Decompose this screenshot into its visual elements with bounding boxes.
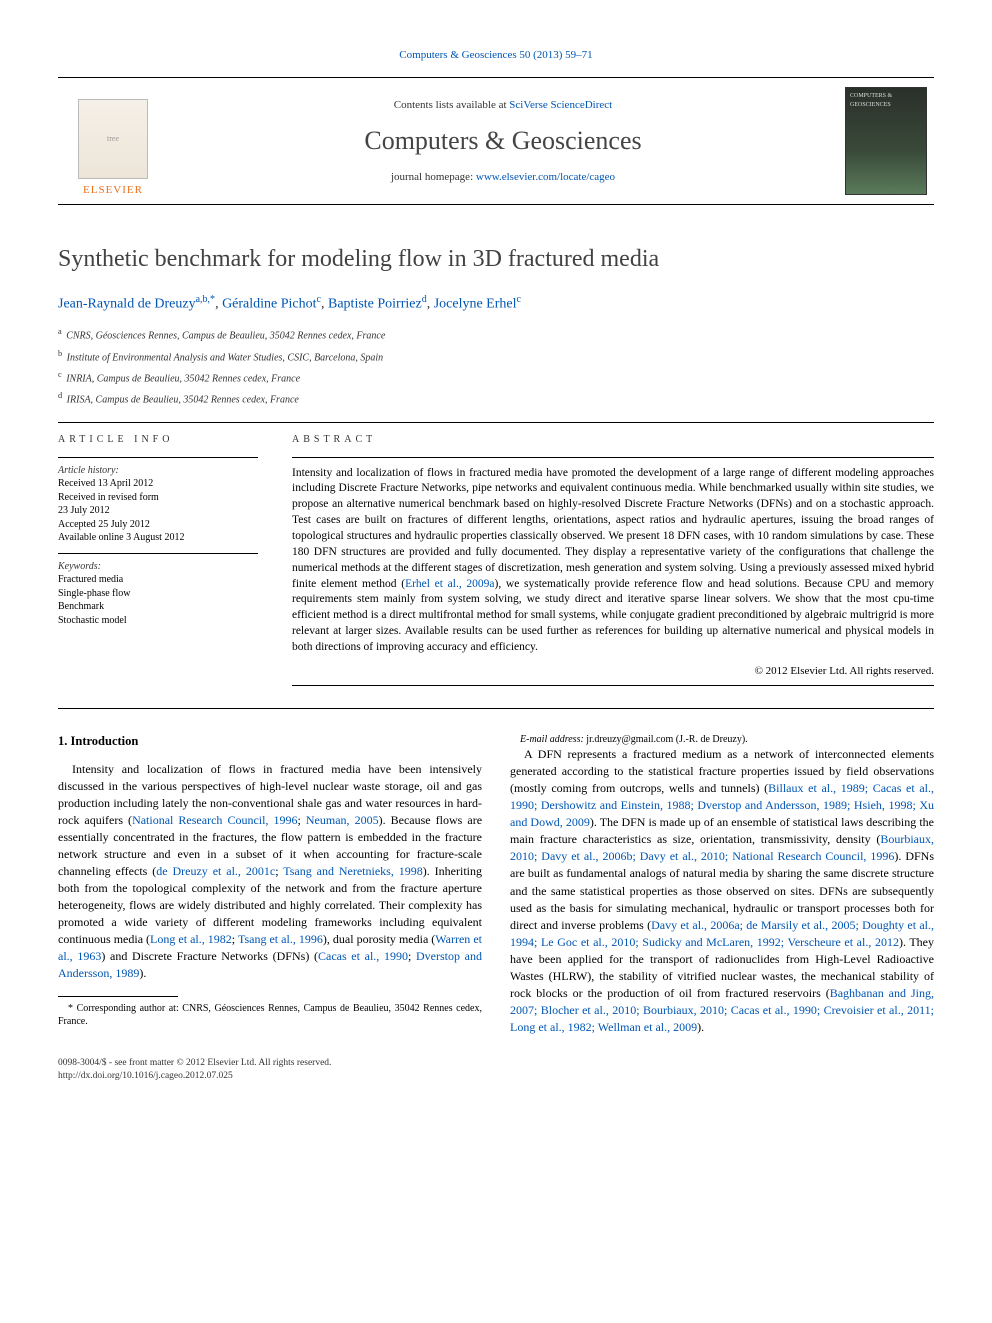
authors: Jean-Raynald de Dreuzya,b,*, Géraldine P… [58, 293, 934, 314]
divider [292, 457, 934, 458]
keyword: Single-phase flow [58, 587, 258, 601]
keyword: Benchmark [58, 600, 258, 614]
section-heading: 1. Introduction [58, 733, 482, 751]
front-matter-line: 0098-3004/$ - see front matter © 2012 El… [58, 1057, 934, 1070]
author-sup: d [422, 294, 427, 305]
author-link[interactable]: Géraldine Pichot [222, 297, 316, 312]
history-label: Article history: [58, 464, 258, 478]
article-body: 1. Introduction Intensity and localizati… [58, 733, 934, 1037]
corr-author: * Corresponding author at: CNRS, Géoscie… [58, 1002, 482, 1028]
abstract-heading: ABSTRACT [292, 433, 934, 447]
author-link[interactable]: Jean-Raynald de Dreuzy [58, 297, 196, 312]
keywords-label: Keywords: [58, 560, 258, 574]
affiliation: c INRIA, Campus de Beaulieu, 35042 Renne… [58, 369, 934, 386]
copyright: © 2012 Elsevier Ltd. All rights reserved… [292, 664, 934, 679]
revised-date: Received in revised form [58, 491, 258, 505]
email-line: E-mail address: jr.dreuzy@gmail.com (J.-… [510, 733, 934, 746]
keyword: Fractured media [58, 573, 258, 587]
citation-link[interactable]: de Dreuzy et al., 2001c [156, 864, 275, 878]
article-title: Synthetic benchmark for modeling flow in… [58, 243, 934, 277]
abstract-text: Intensity and localization of flows in f… [292, 466, 934, 656]
homepage-prefix: journal homepage: [391, 171, 476, 183]
affiliation: a CNRS, Géosciences Rennes, Campus de Be… [58, 326, 934, 343]
cover-block: COMPUTERS &GEOSCIENCES [838, 78, 934, 204]
sciencedirect-link[interactable]: SciVerse ScienceDirect [509, 99, 612, 111]
footer-meta: 0098-3004/$ - see front matter © 2012 El… [58, 1057, 934, 1084]
publisher-name: ELSEVIER [83, 183, 143, 198]
homepage-link[interactable]: www.elsevier.com/locate/cageo [476, 171, 615, 183]
article-info: ARTICLE INFO Article history: Received 1… [58, 433, 258, 687]
doi-link[interactable]: http://dx.doi.org/10.1016/j.cageo.2012.0… [58, 1071, 233, 1081]
journal-title: Computers & Geosciences [364, 123, 641, 159]
citation-link[interactable]: Tsang et al., 1996 [238, 932, 323, 946]
citation-link[interactable]: Neuman, 2005 [306, 813, 379, 827]
divider [58, 708, 934, 709]
author-sup: c [517, 294, 521, 305]
divider [58, 553, 258, 554]
citation-link[interactable]: Long et al., 1982 [150, 932, 232, 946]
citation-link[interactable]: Erhel et al., 2009a [405, 578, 494, 590]
revised-date: 23 July 2012 [58, 504, 258, 518]
author-sup: a,b,* [196, 294, 215, 305]
contents-prefix: Contents lists available at [394, 99, 509, 111]
footnote-divider [58, 996, 178, 997]
citation-link[interactable]: National Research Council, 1996 [132, 813, 297, 827]
contents-line: Contents lists available at SciVerse Sci… [394, 98, 612, 113]
abstract: ABSTRACT Intensity and localization of f… [292, 433, 934, 687]
divider [58, 457, 258, 458]
divider [58, 422, 934, 423]
journal-citation: Computers & Geosciences 50 (2013) 59–71 [58, 48, 934, 63]
accepted-date: Accepted 25 July 2012 [58, 518, 258, 532]
elsevier-logo-icon: tree [78, 99, 148, 179]
author-link[interactable]: Jocelyne Erhel [434, 297, 517, 312]
citation-link[interactable]: Tsang and Neretnieks, 1998 [283, 864, 423, 878]
received-date: Received 13 April 2012 [58, 477, 258, 491]
body-paragraph: Intensity and localization of flows in f… [58, 761, 482, 982]
body-paragraph: A DFN represents a fractured medium as a… [510, 746, 934, 1036]
article-info-heading: ARTICLE INFO [58, 433, 258, 447]
affiliation: d IRISA, Campus de Beaulieu, 35042 Renne… [58, 390, 934, 407]
header-center: Contents lists available at SciVerse Sci… [168, 78, 838, 204]
online-date: Available online 3 August 2012 [58, 531, 258, 545]
journal-cover-icon: COMPUTERS &GEOSCIENCES [845, 87, 927, 195]
author-sup: c [317, 294, 321, 305]
author-link[interactable]: Baptiste Poirriez [328, 297, 422, 312]
homepage-line: journal homepage: www.elsevier.com/locat… [391, 170, 615, 185]
publisher-block: tree ELSEVIER [58, 78, 168, 204]
divider [292, 685, 934, 686]
affiliation: b Institute of Environmental Analysis an… [58, 348, 934, 365]
keyword: Stochastic model [58, 614, 258, 628]
journal-header: tree ELSEVIER Contents lists available a… [58, 77, 934, 205]
citation-link[interactable]: Computers & Geosciences 50 (2013) 59–71 [399, 49, 592, 61]
citation-link[interactable]: Cacas et al., 1990 [318, 949, 408, 963]
